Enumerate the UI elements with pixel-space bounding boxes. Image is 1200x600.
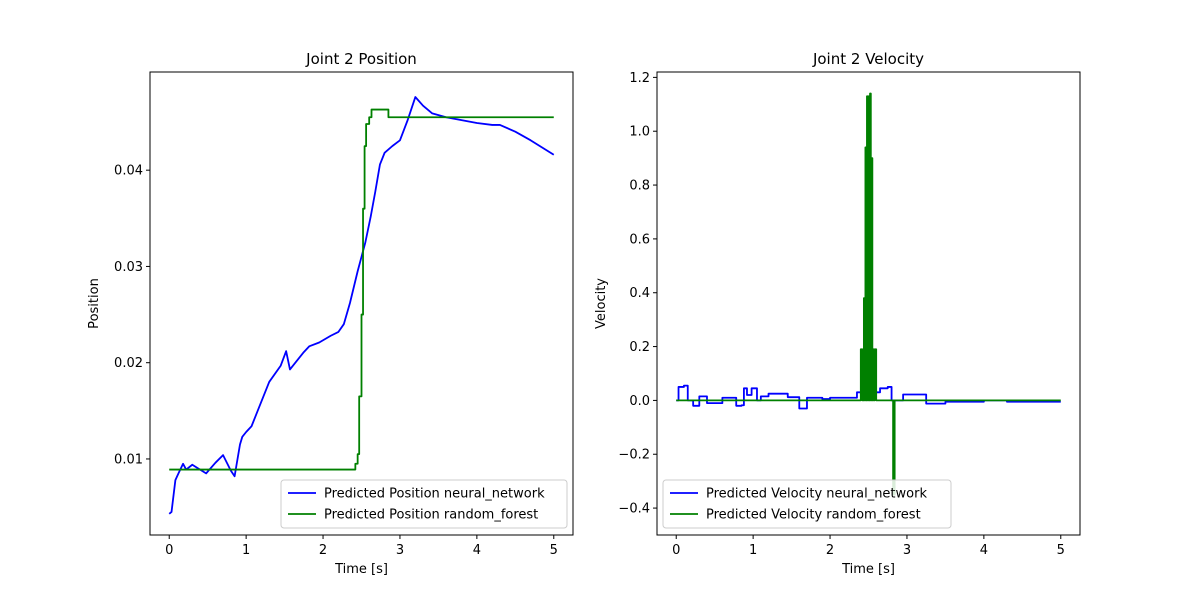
x-axis-label: Time [s]	[334, 562, 388, 577]
y-tick-label: 1.0	[629, 125, 650, 140]
x-tick-label: 4	[980, 543, 988, 558]
y-tick-label: 0.02	[114, 356, 143, 371]
series-line-1	[169, 108, 554, 471]
legend: Predicted Velocity neural_network Predict…	[662, 479, 952, 529]
y-tick-label: 0.2	[629, 340, 650, 355]
y-tick-label: 0.0	[629, 394, 650, 409]
x-tick-label: 1	[749, 543, 757, 558]
x-tick-label: 2	[826, 543, 834, 558]
chart-title: Joint 2 Position	[305, 50, 417, 68]
y-tick-label: 1.2	[629, 71, 650, 86]
series-line-1	[676, 92, 1061, 496]
series-line-0	[168, 96, 555, 515]
legend-label: Predicted Velocity random_forest	[706, 508, 921, 523]
legend: Predicted Position neural_network Predict…	[280, 479, 568, 529]
x-tick-label: 3	[903, 543, 911, 558]
y-tick-label: 0.04	[114, 164, 143, 179]
y-tick-label: 0.01	[114, 452, 143, 467]
x-axis-label: Time [s]	[841, 562, 895, 577]
legend-label: Predicted Position neural_network	[324, 487, 545, 502]
series-line-0	[676, 384, 1061, 410]
velocity-chart: Joint 2 Velocity 0 1 2 3 4 5 −0.4 −0.2 0.0 0.2 0.4 0…	[594, 50, 1081, 577]
y-tick-label: −0.2	[618, 448, 650, 463]
legend-box	[662, 479, 952, 529]
legend-box	[280, 479, 568, 529]
chart-title: Joint 2 Velocity	[812, 50, 924, 68]
x-tick-label: 2	[319, 543, 327, 558]
x-tick-label: 0	[165, 543, 173, 558]
y-tick-label: 0.6	[629, 232, 650, 247]
y-tick-label: 0.4	[629, 286, 650, 301]
x-tick-label: 5	[550, 543, 558, 558]
legend-label: Predicted Position random_forest	[324, 508, 538, 523]
y-axis-label: Velocity	[594, 278, 609, 329]
x-tick-label: 5	[1057, 543, 1065, 558]
x-tick-label: 0	[672, 543, 680, 558]
x-tick-label: 4	[473, 543, 481, 558]
y-axis-label: Position	[87, 278, 102, 329]
y-tick-label: −0.4	[618, 502, 650, 517]
position-chart: Joint 2 Position 0 1 2 3 4 5 0.01 0.02 0.03 0.04 Ti…	[87, 50, 574, 577]
axes-frame	[656, 71, 1081, 536]
x-tick-label: 1	[242, 543, 250, 558]
x-tick-label: 3	[396, 543, 404, 558]
y-tick-label: 0.8	[629, 179, 650, 194]
axes-frame	[149, 71, 574, 536]
y-tick-label: 0.03	[114, 260, 143, 275]
legend-label: Predicted Velocity neural_network	[706, 487, 927, 502]
